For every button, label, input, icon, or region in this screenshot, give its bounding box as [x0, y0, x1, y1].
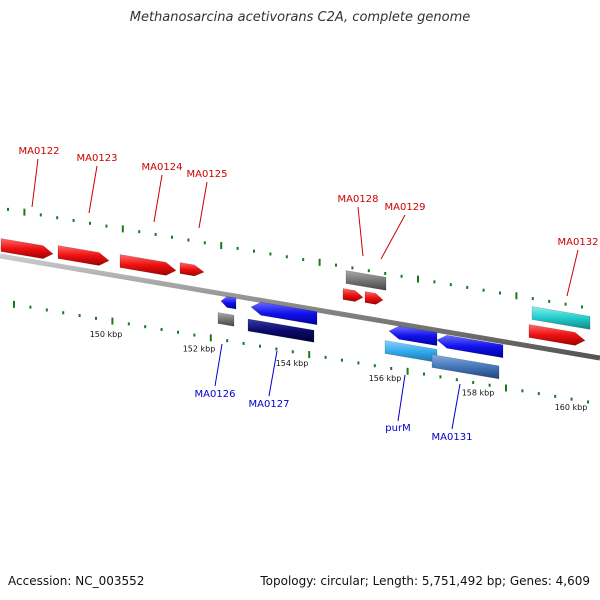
gene-label-MA0124: MA0124 [142, 162, 183, 173]
gene-MA0127-dark[interactable] [247, 318, 315, 343]
gene-label-leader [380, 214, 406, 260]
gene-label-MA0125: MA0125 [187, 169, 228, 180]
scale-label: 156 kbp [369, 374, 402, 383]
gene-purM[interactable] [388, 325, 438, 347]
gene-label-MA0126: MA0126 [195, 389, 236, 400]
gene-MA0126-grey[interactable] [217, 312, 235, 327]
scale-label: 150 kbp [90, 330, 123, 339]
gene-label-leader [214, 343, 223, 387]
gene-MA0126[interactable] [220, 296, 237, 310]
gene-label-leader [268, 350, 278, 397]
gene-label-leader [153, 174, 163, 223]
diagram-title: Methanosarcina acetivorans C2A, complete… [129, 10, 471, 25]
gene-MA0132[interactable] [528, 324, 586, 346]
gene-MA0128-block[interactable] [345, 270, 387, 291]
reverse-strand-ticks [13, 300, 589, 404]
gene-label-leader [451, 383, 461, 430]
gene-MA0124[interactable] [119, 254, 177, 276]
gene-MA0131[interactable] [436, 334, 504, 359]
scale-label: 158 kbp [462, 388, 495, 397]
gene-label-MA0127: MA0127 [249, 399, 290, 410]
gene-label-leader [566, 249, 579, 297]
scale-label: 152 kbp [183, 345, 216, 354]
gene-MA0131-steel[interactable] [431, 354, 500, 380]
gene-label-MA0131: MA0131 [432, 432, 473, 443]
gene-MA0122[interactable] [0, 238, 54, 259]
gene-label-leader [31, 158, 39, 208]
gene-label-MA0129: MA0129 [385, 202, 426, 213]
gene-label-MA0122: MA0122 [19, 146, 60, 157]
gene-label-MA0128: MA0128 [338, 194, 379, 205]
gene-MA0127[interactable] [250, 301, 318, 326]
gene-MA0129[interactable] [364, 291, 384, 305]
accession-text: Accession: NC_003552 [8, 574, 145, 588]
gene-MA0123[interactable] [57, 245, 110, 266]
gene-MA0128[interactable] [342, 288, 364, 302]
scale-label: 160 kbp [555, 403, 588, 412]
gene-MA0132-cyan[interactable] [531, 306, 591, 330]
gene-MA0125[interactable] [179, 262, 205, 277]
gene-label-leader [357, 206, 364, 257]
scale-label: 154 kbp [276, 359, 309, 368]
gene-label-purM: purM [385, 423, 410, 434]
gene-label-MA0123: MA0123 [77, 153, 118, 164]
forward-strand-ticks [7, 207, 583, 309]
gene-label-leader [88, 165, 98, 214]
gene-label-MA0132: MA0132 [558, 237, 599, 248]
genome-backbone [0, 253, 600, 361]
gene-label-leader [198, 181, 208, 229]
gene-label-leader [397, 374, 406, 422]
genome-summary-text: Topology: circular; Length: 5,751,492 bp… [260, 574, 590, 588]
